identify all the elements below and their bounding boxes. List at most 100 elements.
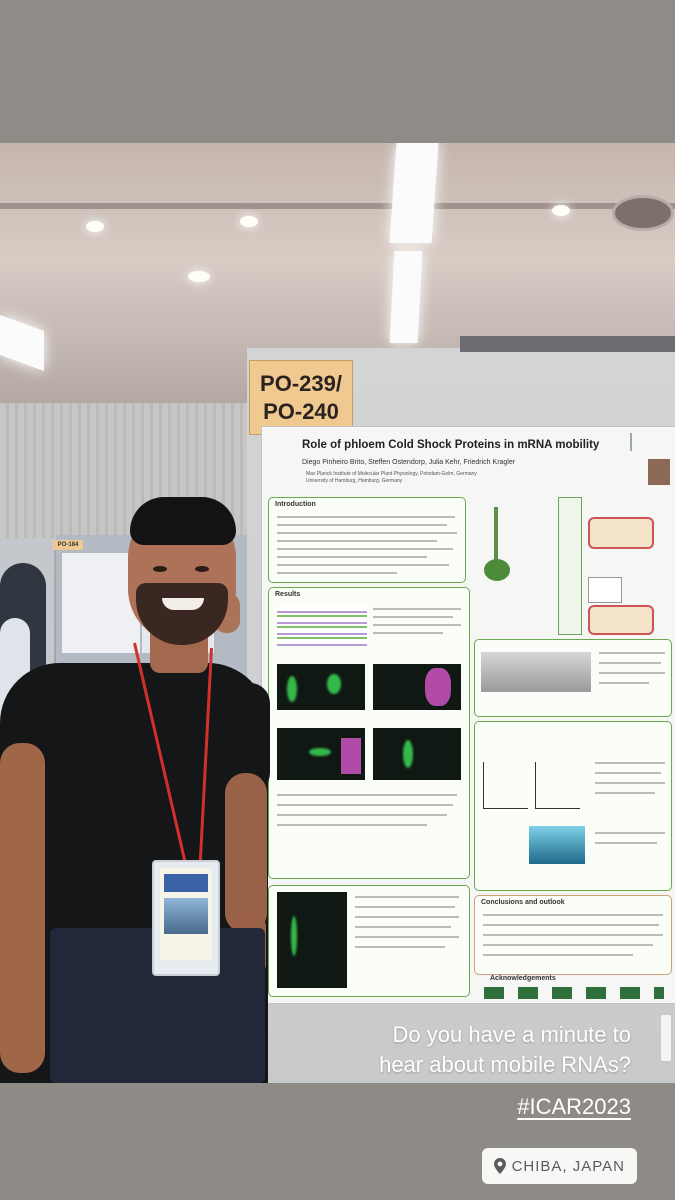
- text-line: [277, 794, 457, 796]
- ceiling-light: [240, 216, 258, 227]
- plant-leaves: [484, 559, 510, 581]
- text-line: [277, 564, 449, 566]
- presenter-smile: [162, 598, 204, 610]
- text-line: [483, 914, 663, 916]
- presenter-arm: [0, 743, 45, 1073]
- text-line: [355, 906, 455, 908]
- story-caption: Do you have a minute to hear about mobil…: [341, 1020, 631, 1080]
- text-line: [277, 556, 427, 558]
- text-line: [277, 804, 453, 806]
- text-line: [599, 682, 649, 684]
- introduction-heading: Introduction: [275, 501, 316, 508]
- poster-authors: Diego Pinheiro Brito, Steffen Ostendorp,…: [302, 459, 516, 466]
- presenter-eye: [195, 566, 209, 572]
- presenter-hair: [130, 497, 236, 545]
- ceiling-light: [188, 271, 210, 282]
- partial-sticker-edge: [661, 1015, 671, 1061]
- presenter-eye: [153, 566, 167, 572]
- results-heading: Results: [275, 591, 301, 598]
- fluorescence-signal: [327, 674, 341, 694]
- mutant-box: [474, 721, 672, 891]
- phloem-column: [558, 497, 582, 635]
- root-image: [529, 826, 585, 864]
- fluorescence-signal: [291, 916, 297, 956]
- microscopy-image: [373, 728, 461, 780]
- text-line: [599, 672, 665, 674]
- qr-avatar: [648, 459, 670, 485]
- text-line: [595, 772, 661, 774]
- fluorescence-signal: [341, 738, 361, 774]
- poster-affiliation: Max Planck Institute of Molecular Plant …: [306, 471, 477, 485]
- microscopy-image: [277, 892, 347, 988]
- location-pin-icon: [493, 1158, 506, 1174]
- text-line: [595, 792, 655, 794]
- fluorescence-signal: [287, 676, 297, 702]
- caption-line1: Do you have a minute to: [392, 1022, 631, 1047]
- poster-number-line1: PO-239/: [260, 370, 342, 396]
- text-line: [595, 782, 665, 784]
- fluorescent-tube: [0, 314, 44, 372]
- background-poster: [62, 553, 140, 653]
- text-line: [355, 896, 459, 898]
- text-line: [355, 926, 451, 928]
- text-line: [277, 516, 455, 518]
- ceiling-vent: [612, 195, 674, 231]
- text-line: [483, 924, 659, 926]
- text-line: [599, 662, 661, 664]
- blot-box: [474, 639, 672, 717]
- poster-title: Role of phloem Cold Shock Proteins in mR…: [302, 439, 600, 451]
- cell-diagram: [588, 517, 654, 549]
- badge-card: [160, 868, 212, 960]
- western-blot-image: [481, 652, 591, 692]
- text-line: [373, 616, 453, 618]
- text-line: [483, 944, 653, 946]
- text-line: [277, 824, 427, 826]
- text-line: [595, 762, 665, 764]
- text-line: [355, 936, 459, 938]
- text-line: [483, 954, 633, 956]
- text-line: [355, 916, 459, 918]
- event-photo: PO-184 PO-239/ PO-240 Role of phloem Col…: [0, 143, 675, 1083]
- conclusions-box: Conclusions and outlook: [474, 895, 672, 975]
- story-top-band: [0, 0, 675, 143]
- board-rail: [460, 336, 675, 352]
- neighbor-board-label: PO-184: [53, 540, 83, 550]
- text-line: [595, 832, 665, 834]
- plant-illustration: [494, 507, 498, 577]
- presenter-arm: [225, 773, 267, 933]
- caption-line2: hear about mobile RNAs?: [379, 1052, 631, 1077]
- text-line: [373, 632, 443, 634]
- text-line: [373, 608, 461, 610]
- text-line: [595, 842, 657, 844]
- conclusions-heading: Conclusions and outlook: [481, 899, 565, 906]
- text-line: [277, 814, 447, 816]
- text-line: [599, 652, 665, 654]
- text-line: [277, 532, 457, 534]
- plant-schematic: [476, 497, 666, 637]
- badge-header: [164, 874, 208, 892]
- location-sticker[interactable]: CHIBA, JAPAN: [481, 1148, 637, 1184]
- cell-diagram: [588, 577, 622, 603]
- gene-diagram: [277, 606, 367, 646]
- research-poster: Role of phloem Cold Shock Proteins in mR…: [261, 426, 675, 1004]
- scatter-plot-image: [483, 762, 528, 809]
- fluorescence-signal: [309, 748, 331, 756]
- text-line: [277, 524, 447, 526]
- affiliation-line: Max Planck Institute of Molecular Plant …: [306, 471, 477, 477]
- text-line: [277, 572, 397, 574]
- sponsor-logos: [484, 987, 664, 999]
- hashtag-link[interactable]: #ICAR2023: [517, 1094, 631, 1119]
- grafting-box: [268, 885, 470, 997]
- text-line: [277, 540, 437, 542]
- affiliation-line: University of Hamburg, Hamburg, Germany: [306, 478, 403, 484]
- fluorescence-signal: [425, 668, 451, 706]
- location-label: CHIBA, JAPAN: [511, 1157, 625, 1175]
- institute-logo: [630, 433, 662, 451]
- text-line: [373, 624, 461, 626]
- badge-photo: [164, 898, 208, 934]
- text-line: [483, 934, 663, 936]
- fluorescence-signal: [403, 740, 413, 768]
- scatter-plot-image: [535, 762, 580, 809]
- introduction-box: Introduction: [268, 497, 466, 583]
- fluorescent-tube: [389, 143, 439, 243]
